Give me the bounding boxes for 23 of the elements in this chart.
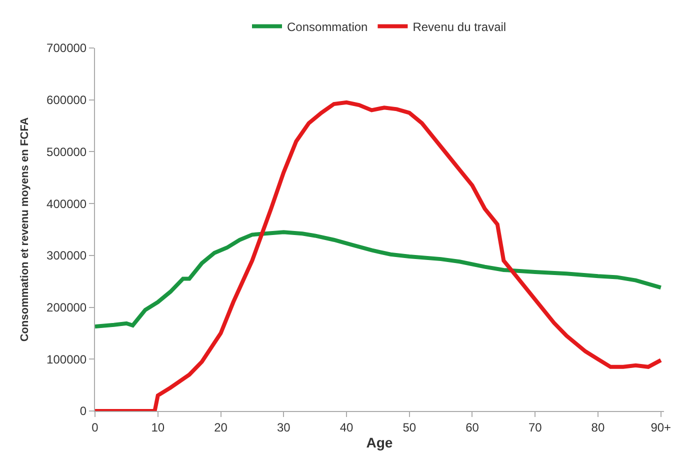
x-tick-label: 90+	[650, 420, 672, 434]
x-tick-label: 0	[92, 420, 99, 434]
x-axis-title: Age	[366, 434, 393, 451]
x-tick-label: 40	[340, 420, 354, 434]
x-tick-label: 70	[528, 420, 542, 434]
x-tick-label: 30	[276, 420, 291, 434]
x-tick-label: 20	[214, 420, 228, 434]
y-tick-label: 300000	[46, 248, 87, 263]
y-tick-label: 100000	[46, 352, 87, 366]
x-tick-label: 80	[591, 420, 605, 434]
y-tick-label: 700000	[46, 41, 87, 56]
legend-label: Revenu du travail	[412, 20, 506, 34]
y-tick-label: 600000	[46, 93, 87, 108]
x-tick-label: 60	[466, 420, 480, 434]
y-tick-label: 0	[80, 404, 87, 418]
x-tick-label: 10	[151, 420, 165, 434]
legend-label: Consommation	[287, 20, 368, 34]
y-axis-title: Consommation et revenu moyens en FCFA	[19, 117, 32, 342]
y-tick-label: 500000	[46, 144, 87, 159]
line-series	[95, 230, 663, 328]
y-tick-label: 200000	[46, 300, 87, 314]
x-tick-label: 50	[402, 420, 416, 434]
y-tick-label: 400000	[46, 196, 87, 211]
